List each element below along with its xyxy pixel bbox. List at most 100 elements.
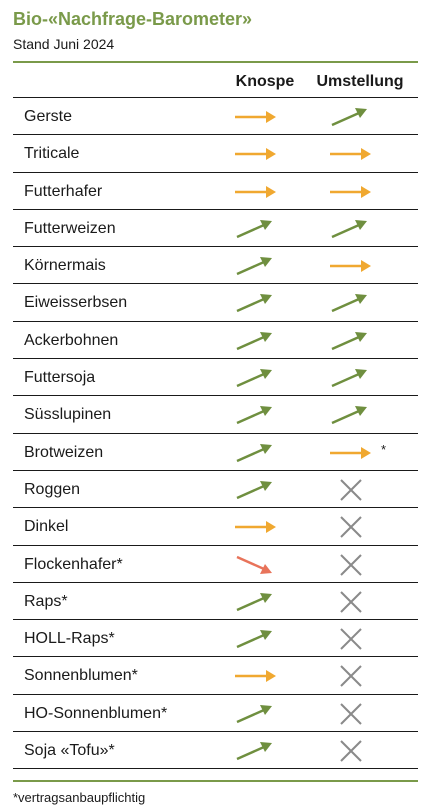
table-body: Gerste Triticale Futterhafer Futterweizen Kö…	[13, 98, 418, 770]
cell-knospe	[210, 173, 320, 210]
arrow-up-right-icon	[236, 294, 272, 313]
arrow-up-right-icon	[236, 742, 272, 761]
crop-label: Eiweisserbsen	[24, 294, 128, 312]
table-row: Dinkel	[13, 508, 418, 546]
table-row: Brotweizen *	[13, 434, 418, 471]
crop-label: Raps*	[24, 592, 68, 610]
cell-knospe	[210, 583, 320, 620]
arrow-up-right-icon	[331, 406, 367, 425]
cross-icon	[340, 479, 362, 501]
cell-umstellung	[305, 732, 415, 769]
arrow-up-right-icon	[236, 219, 272, 238]
table-row: Futterhafer	[13, 173, 418, 210]
cell-knospe	[210, 359, 320, 396]
table-row: Sonnenblumen*	[13, 657, 418, 695]
cell-umstellung	[305, 210, 415, 247]
table-row: Raps*	[13, 583, 418, 621]
arrow-right-icon	[330, 260, 371, 273]
arrow-up-right-icon	[236, 480, 272, 500]
cell-umstellung	[305, 508, 415, 545]
cross-icon	[340, 628, 362, 650]
crop-label: HOLL-Raps*	[24, 630, 115, 648]
table-header: Knospe Umstellung	[13, 64, 418, 98]
page-title: Bio-«Nachfrage-Barometer»	[13, 9, 253, 29]
cell-umstellung	[305, 583, 415, 620]
cell-umstellung	[305, 173, 415, 210]
arrow-up-right-icon	[236, 331, 272, 350]
cell-knospe	[210, 546, 320, 583]
crop-label: Sonnenblumen*	[24, 667, 138, 685]
arrow-down-right-icon	[236, 555, 272, 574]
table-row: Körnermais	[13, 247, 418, 285]
cell-umstellung: *	[305, 434, 415, 471]
table-row: Roggen	[13, 471, 418, 509]
arrow-up-right-icon	[331, 294, 367, 313]
crop-label: Gerste	[24, 108, 73, 125]
crop-label: Soja «Tofu»*	[24, 742, 115, 760]
cell-umstellung	[305, 396, 415, 433]
crop-label: Futtersoja	[24, 369, 96, 387]
arrow-up-right-icon	[236, 704, 272, 723]
cross-icon	[340, 703, 362, 725]
crop-label: Triticale	[24, 145, 80, 163]
arrow-right-icon	[330, 185, 371, 198]
arrow-up-right-icon	[236, 443, 272, 462]
cell-knospe	[210, 396, 320, 433]
column-header-umstellung: Umstellung	[316, 73, 404, 90]
crop-label: Roggen	[24, 480, 81, 498]
arrow-up-right-icon	[236, 257, 272, 276]
table-row: HO-Sonnenblumen*	[13, 695, 418, 733]
crop-label: Ackerbohnen	[24, 331, 119, 349]
cell-knospe	[210, 732, 320, 769]
arrow-up-right-icon	[331, 108, 367, 127]
cross-icon	[340, 665, 362, 688]
cell-knospe	[210, 210, 320, 247]
cell-knospe	[210, 657, 320, 694]
arrow-right-icon	[235, 111, 276, 123]
cell-umstellung	[305, 247, 415, 284]
cell-knospe	[210, 322, 320, 359]
table-row: HOLL-Raps*	[13, 620, 418, 658]
crop-label: Brotweizen	[24, 443, 104, 461]
cell-umstellung	[305, 620, 415, 657]
table-row: Ackerbohnen	[13, 322, 418, 360]
cell-knospe	[210, 471, 320, 508]
top-divider	[13, 61, 418, 63]
cell-umstellung	[305, 284, 415, 321]
cell-knospe	[210, 284, 320, 321]
cell-knospe	[210, 508, 320, 545]
crop-label: HO-Sonnenblumen*	[24, 704, 168, 722]
arrow-up-right-icon	[331, 219, 367, 238]
arrow-up-right-icon	[236, 406, 272, 425]
cell-umstellung	[305, 471, 415, 508]
crop-label: Süsslupinen	[24, 406, 112, 424]
table-row: Gerste	[13, 98, 418, 136]
cross-icon	[340, 553, 362, 576]
column-header-knospe: Knospe	[235, 73, 295, 90]
arrow-right-icon	[330, 148, 371, 161]
arrow-right-icon	[235, 185, 276, 198]
cell-umstellung	[305, 546, 415, 583]
cross-icon	[340, 740, 362, 762]
cell-umstellung	[305, 98, 415, 135]
table-row: Eiweisserbsen	[13, 284, 418, 322]
arrow-right-icon	[235, 148, 276, 161]
cell-knospe	[210, 620, 320, 657]
crop-label: Futterweizen	[24, 219, 116, 237]
crop-label: Flockenhafer*	[24, 555, 123, 573]
cell-knospe	[210, 434, 320, 471]
arrow-up-right-icon	[236, 592, 272, 611]
table-row: Triticale	[13, 135, 418, 173]
cell-umstellung	[305, 135, 415, 172]
arrow-up-right-icon	[236, 630, 272, 649]
arrow-up-right-icon	[331, 369, 367, 388]
cross-icon	[340, 591, 362, 613]
arrow-up-right-icon	[331, 331, 367, 350]
cell-knospe	[210, 247, 320, 284]
arrow-right-icon	[235, 670, 276, 683]
table-row: Flockenhafer*	[13, 546, 418, 583]
cell-knospe	[210, 98, 320, 135]
arrow-right-icon	[330, 446, 371, 459]
bottom-divider	[13, 780, 418, 782]
table-row: Soja «Tofu»*	[13, 732, 418, 770]
